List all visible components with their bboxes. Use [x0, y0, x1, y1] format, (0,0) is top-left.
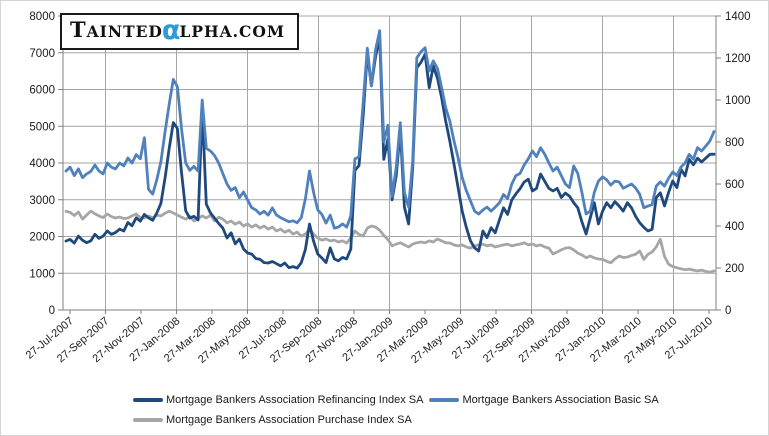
legend-row: Mortgage Bankers Association Purchase In… — [133, 410, 665, 430]
right-axis-label: 200 — [725, 263, 744, 275]
legend-entry: Mortgage Bankers Association Purchase In… — [133, 414, 412, 426]
legend-line-swatch — [133, 398, 163, 402]
left-axis-label: 3000 — [29, 195, 55, 207]
right-axis-label: 1200 — [725, 53, 751, 65]
series-line-3 — [64, 209, 716, 274]
legend-line-swatch — [429, 398, 460, 402]
left-axis-label: 5000 — [29, 121, 55, 133]
alpha-icon: α — [161, 15, 181, 46]
legend-label: Mortgage Bankers Association Purchase In… — [166, 414, 412, 426]
logo-part3: LPHA.COM — [179, 22, 286, 41]
left-axis-label: 0 — [49, 305, 55, 317]
right-axis-label: 800 — [725, 137, 744, 149]
series-line-2 — [64, 29, 716, 230]
logo-part2: AINTED — [86, 22, 163, 41]
legend-row: Mortgage Bankers Association Refinancing… — [133, 390, 665, 410]
right-axis-label: 400 — [725, 221, 744, 233]
left-axis-label: 6000 — [29, 85, 55, 97]
left-axis-label: 1000 — [29, 268, 55, 280]
left-axis-label: 8000 — [29, 11, 55, 23]
right-axis-label: 0 — [725, 305, 731, 317]
site-logo: TAINTEDαLPHA.COM — [60, 13, 300, 50]
legend-label: Mortgage Bankers Association Refinancing… — [166, 394, 424, 406]
legend-label: Mortgage Bankers Association Basic SA — [462, 394, 659, 406]
legend-entry: Mortgage Bankers Association Basic SA — [429, 394, 659, 406]
left-axis-label: 2000 — [29, 232, 55, 244]
chart-legend: Mortgage Bankers Association Refinancing… — [133, 390, 665, 430]
legend-entry: Mortgage Bankers Association Refinancing… — [133, 394, 423, 406]
right-axis-label: 1000 — [725, 95, 751, 107]
left-axis-label: 4000 — [29, 158, 55, 170]
right-axis-label: 600 — [725, 179, 744, 191]
right-axis-label: 1400 — [725, 11, 751, 23]
legend-line-swatch — [133, 418, 163, 422]
left-axis-label: 7000 — [29, 48, 55, 60]
logo-part1: T — [70, 17, 87, 42]
